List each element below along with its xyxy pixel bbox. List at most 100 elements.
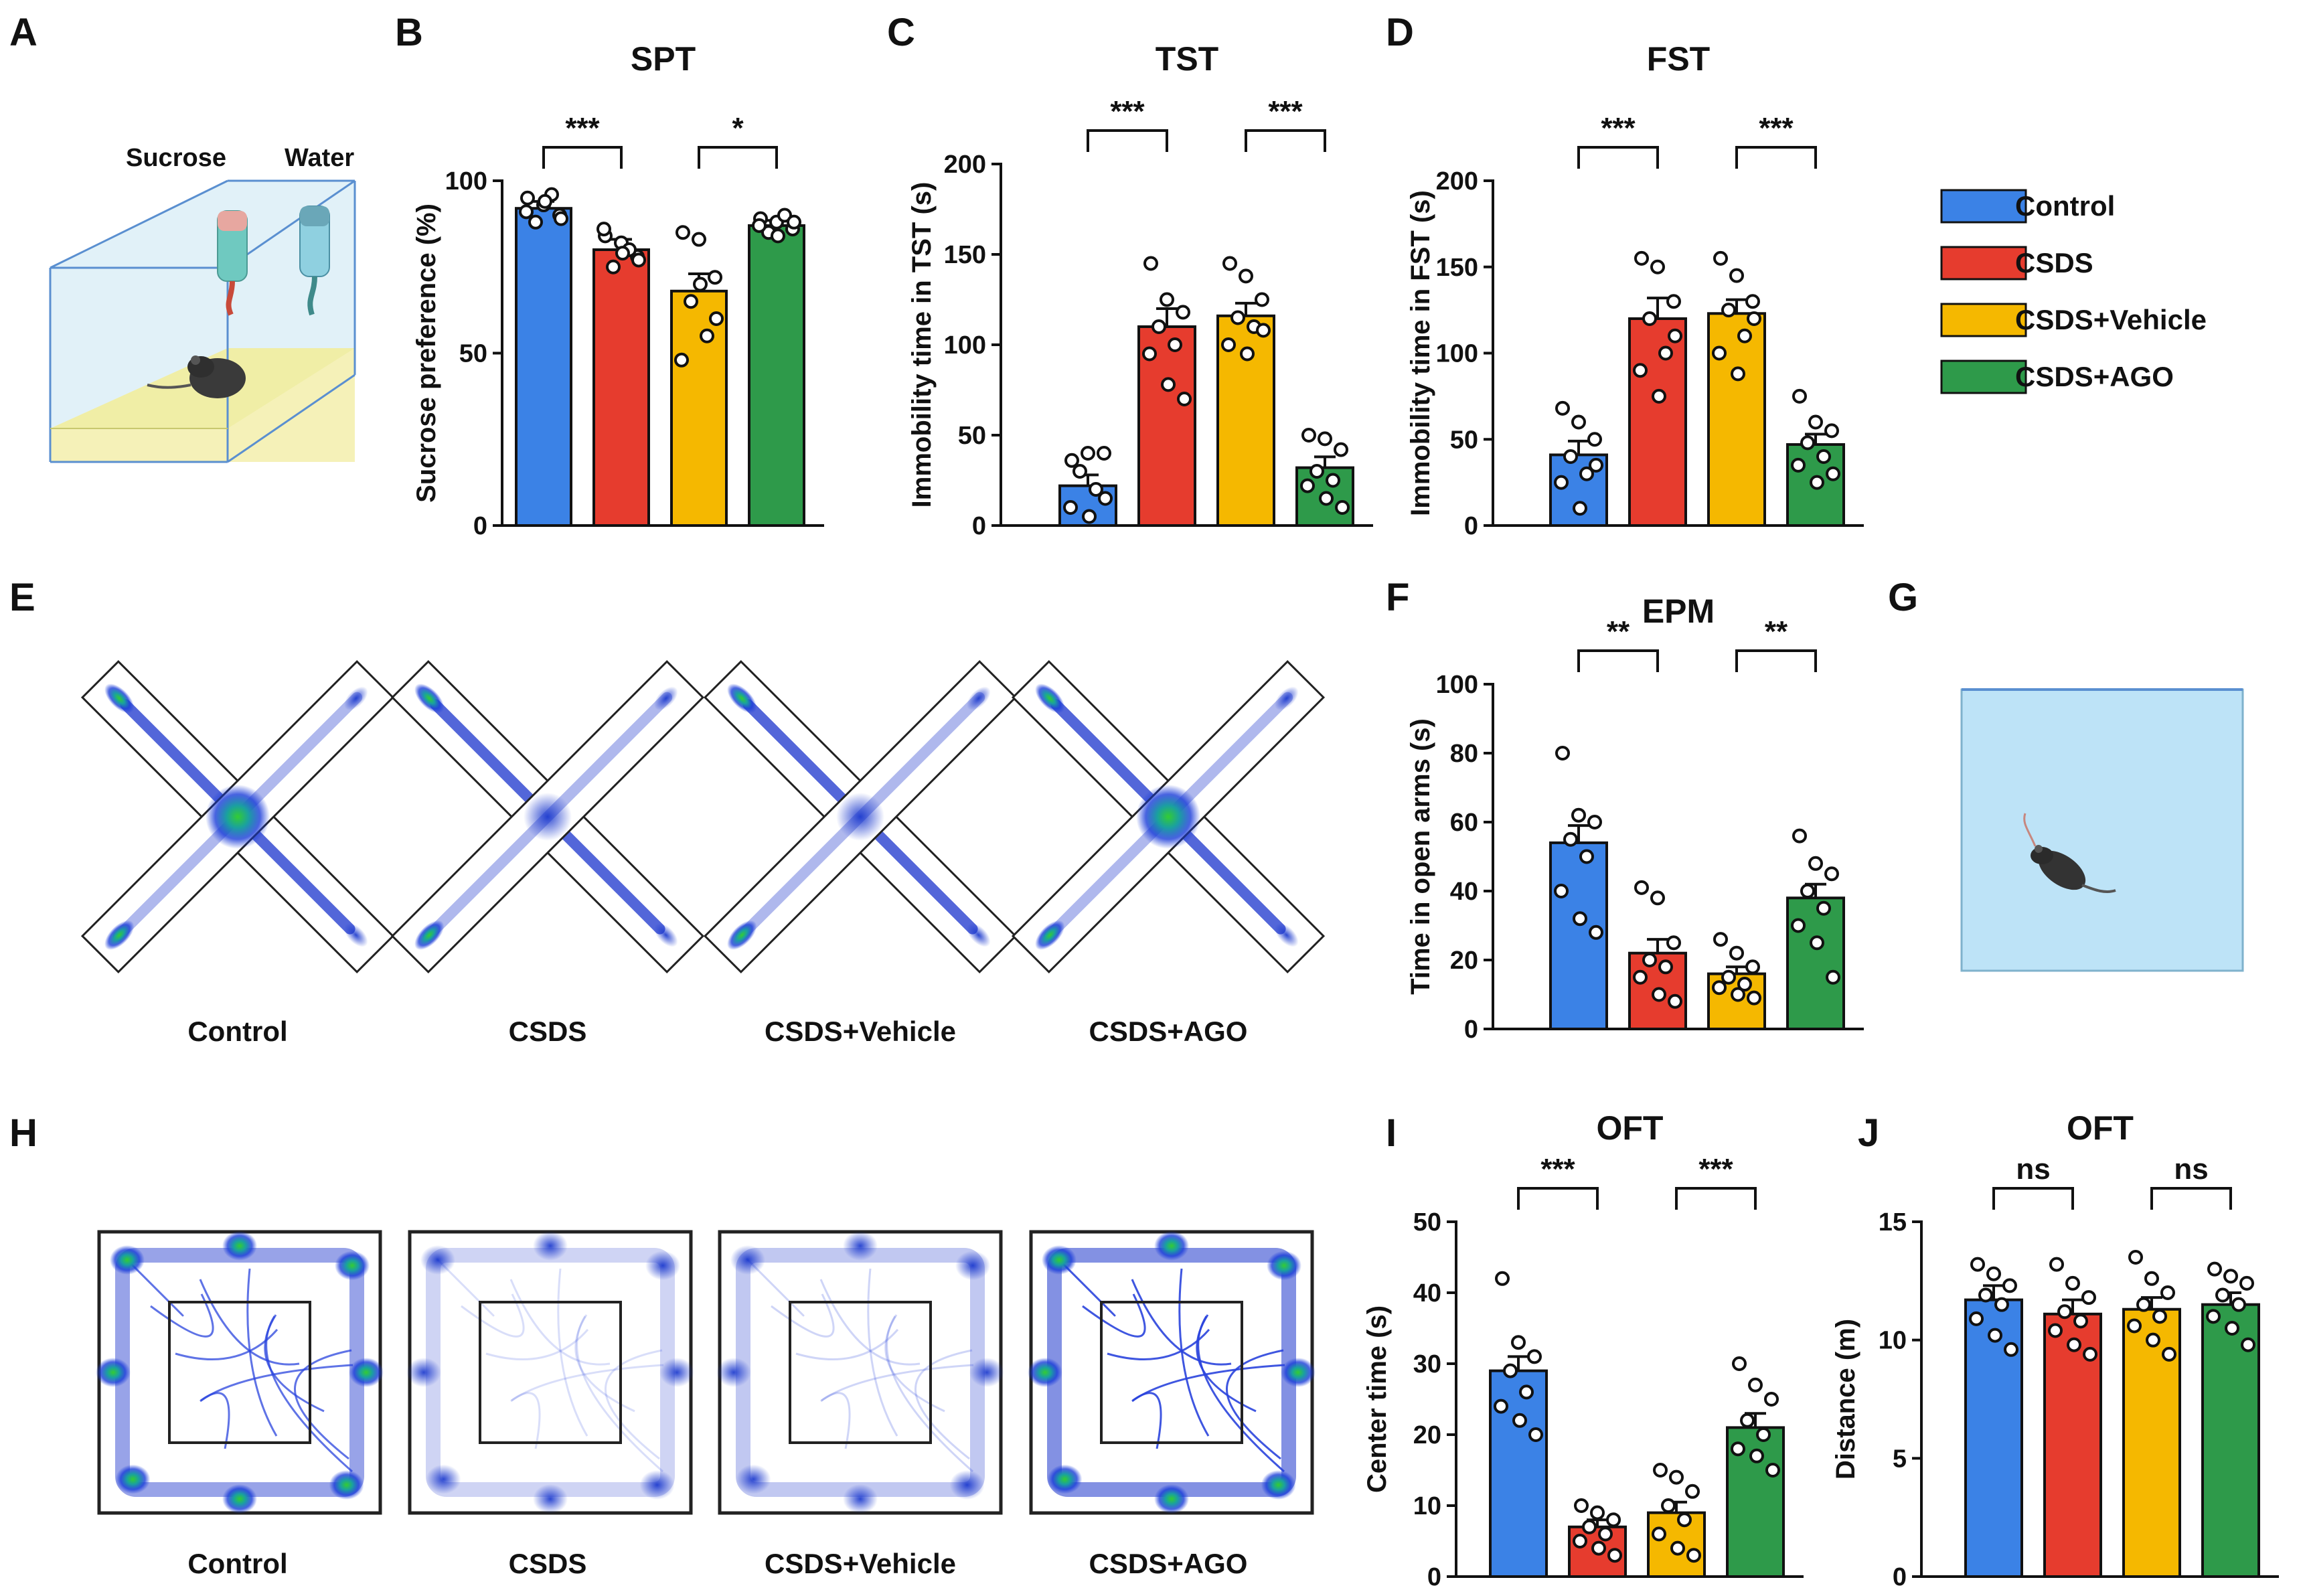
oft-center-time-bar-chart: OFT Center time (s) 0 10 20 30 40 50 *** *** <box>1362 1109 1804 1591</box>
y-tick-label: 20 <box>1413 1421 1441 1449</box>
significance-bracket <box>542 146 623 169</box>
data-point-ago <box>1318 431 1332 447</box>
data-point-vehicle <box>1653 1463 1668 1478</box>
oft-hotspot <box>949 1470 985 1500</box>
data-point-vehicle <box>2128 1250 2143 1265</box>
panel-letter-i: I <box>1386 1111 1397 1155</box>
oft-caption-csds: CSDS <box>509 1548 587 1579</box>
oft-trajectory <box>795 1329 899 1360</box>
epm-center-spot <box>836 793 884 841</box>
data-point-ago <box>1756 1427 1771 1442</box>
epm-end-spot <box>727 684 757 714</box>
oft-hotspot <box>110 1245 145 1275</box>
data-point-csds <box>615 246 630 261</box>
water-label: Water <box>285 144 354 172</box>
data-point-csds <box>1143 256 1158 271</box>
oft-hotspot <box>426 1464 461 1494</box>
oft-trajectory <box>574 1314 635 1413</box>
chart-title: OFT <box>2067 1109 2134 1147</box>
data-point-ago <box>1732 1356 1747 1371</box>
data-point-ago <box>1764 1392 1779 1407</box>
significance-label: ns <box>2174 1153 2208 1186</box>
oft-hotspot <box>843 1231 878 1261</box>
oft-trajectory <box>1226 1349 1284 1460</box>
data-point-csds <box>1650 259 1665 274</box>
significance-bracket <box>1087 129 1168 152</box>
data-point-control <box>1573 911 1587 927</box>
epm-end-spot <box>414 920 445 950</box>
data-point-vehicle <box>1652 1526 1666 1542</box>
y-tick-label: 50 <box>459 340 487 368</box>
oft-trajectory <box>605 1349 663 1460</box>
significance-bracket <box>1675 1187 1757 1210</box>
y-tick-label: 60 <box>1450 809 1478 837</box>
data-point-ago <box>1319 491 1334 506</box>
data-point-vehicle <box>1240 346 1255 362</box>
data-point-control <box>1573 501 1587 516</box>
epm-end-spot <box>1035 684 1065 714</box>
data-point-ago <box>771 228 785 244</box>
data-point-control <box>1978 1287 1993 1303</box>
chart-title: TST <box>1156 40 1218 78</box>
legend-swatch-csds <box>1940 246 2027 281</box>
bar-control <box>1549 841 1608 1031</box>
data-point-csds <box>1652 987 1666 1002</box>
bar-vehicle <box>670 289 728 527</box>
bar-ago <box>748 224 805 527</box>
data-point-control <box>2004 1342 2018 1357</box>
data-point-vehicle <box>1747 311 1761 326</box>
data-point-control <box>1555 746 1570 761</box>
data-point-vehicle <box>1721 969 1736 985</box>
significance-bracket <box>1735 649 1817 672</box>
data-point-csds <box>1634 250 1649 266</box>
data-point-control <box>1579 849 1594 864</box>
epm-end-spot <box>967 923 991 947</box>
data-point-csds <box>1668 993 1682 1009</box>
y-tick-label: 50 <box>1413 1208 1441 1236</box>
data-point-csds <box>1634 880 1649 895</box>
significance-label: *** <box>1601 112 1636 145</box>
data-point-ago <box>1792 388 1807 404</box>
data-point-control <box>538 193 552 209</box>
y-axis-label: Sucrose preference (%) <box>412 204 441 503</box>
epm-center-spot <box>206 785 270 849</box>
data-point-control <box>1571 807 1586 823</box>
significance-bracket <box>1577 146 1659 169</box>
data-point-vehicle <box>1230 310 1245 325</box>
bar-vehicle <box>1707 312 1766 527</box>
y-axis-label: Immobility time in FST (s) <box>1406 190 1435 516</box>
data-point-csds <box>1666 294 1681 309</box>
data-point-csds <box>1598 1526 1613 1542</box>
data-point-ago <box>2223 1269 2238 1284</box>
epm-end-spot <box>654 686 678 710</box>
data-point-ago <box>777 208 792 223</box>
oft-center-zone <box>1100 1301 1243 1444</box>
oft-hotspot <box>533 1231 568 1261</box>
epm-end-spot <box>344 686 368 710</box>
significance-bracket <box>1735 146 1817 169</box>
significance-label: *** <box>1540 1153 1575 1186</box>
oft-hotspot <box>716 1358 751 1387</box>
data-point-control <box>1097 446 1111 461</box>
data-point-vehicle <box>684 294 698 309</box>
y-tick-label: 30 <box>1413 1350 1441 1378</box>
data-point-vehicle <box>1677 1512 1692 1528</box>
epm-heatmap-csds <box>390 659 705 974</box>
data-point-vehicle <box>1222 256 1237 271</box>
data-point-control <box>1073 464 1087 479</box>
oft-trajectory <box>264 1314 325 1413</box>
data-point-ago <box>1740 1413 1755 1428</box>
data-point-csds <box>597 222 611 237</box>
significance-label: ** <box>1765 615 1788 648</box>
epm-caption-csds: CSDS <box>509 1016 587 1047</box>
data-point-control <box>1503 1363 1518 1378</box>
legend-swatch-vehicle <box>1940 303 2027 337</box>
data-point-control <box>1511 1335 1526 1350</box>
oft-trajectory <box>886 1315 973 1473</box>
y-tick-label: 15 <box>1879 1208 1907 1236</box>
y-tick-label: 100 <box>1436 340 1478 368</box>
oft-hotspot <box>736 1464 771 1494</box>
data-point-ago <box>1300 478 1315 493</box>
data-point-csds <box>1142 346 1157 362</box>
data-point-csds <box>1176 305 1190 320</box>
